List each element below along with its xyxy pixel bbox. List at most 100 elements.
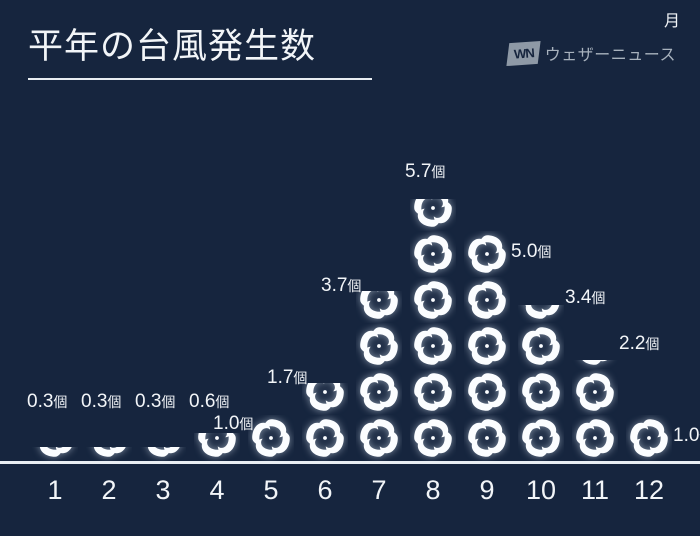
value-unit: 個 [161,394,176,410]
typhoon-icon-partial [302,369,348,415]
typhoon-icon-full [356,415,402,461]
typhoon-icon [194,433,240,461]
value-label-month-3: 0.3個 [135,391,175,413]
value-unit: 個 [591,290,606,306]
month-column-10 [514,277,568,461]
typhoon-icon-full [464,231,510,277]
icon-clip [626,415,672,461]
value-number: 5.7 [405,161,432,182]
month-column-8 [406,185,460,461]
value-number: 5.0 [511,241,538,262]
value-number: 0.3 [81,391,108,412]
value-label-month-8: 5.7個 [405,161,445,183]
typhoon-icon-full [410,231,456,277]
icon-clip [410,199,456,231]
typhoon-icon-full [572,369,618,415]
value-label-month-5: 1.0個 [213,413,253,435]
wn-logo-icon: WN [506,40,541,66]
icon-clip [356,369,402,415]
value-number: 0.3 [27,391,54,412]
value-number: 0.3 [135,391,162,412]
value-label-month-11: 2.2個 [619,333,659,355]
axis-tick-10: 10 [525,475,557,505]
typhoon-icon-full [626,415,672,461]
typhoon-icon [248,415,294,461]
value-label-month-10: 3.4個 [565,287,605,309]
typhoon-icon-partial [32,415,78,461]
typhoon-icon-full [356,323,402,369]
value-number: 2.2 [619,333,646,354]
header: 平年の台風発生数 WN ウェザーニュース [0,0,700,95]
typhoon-icon [410,323,456,369]
typhoon-icon [356,323,402,369]
icon-clip [518,305,564,323]
value-unit: 個 [215,394,230,410]
icon-clip [410,369,456,415]
typhoon-icon-full [410,277,456,323]
typhoon-icon-partial [410,185,456,231]
typhoon-icon-full [410,323,456,369]
value-unit: 個 [53,394,68,410]
typhoon-icon-full [518,415,564,461]
typhoon-icon-partial [572,323,618,369]
value-label-month-9: 5.0個 [511,241,551,263]
month-column-5 [244,415,298,461]
value-label-month-2: 0.3個 [81,391,121,413]
icon-clip [32,447,78,461]
typhoon-icon [518,323,564,369]
value-number: 1.0 [213,413,240,434]
title-underline [28,78,372,80]
axis-tick-2: 2 [101,475,117,505]
month-column-4 [190,415,244,461]
value-number: 0.6 [189,391,216,412]
icon-clip [464,231,510,277]
value-label-month-1: 0.3個 [27,391,67,413]
month-column-7 [352,277,406,461]
icon-clip [302,383,348,415]
axis-tick-12: 12 [633,475,665,505]
month-column-1 [28,415,82,461]
typhoon-icon [464,277,510,323]
axis-tick-1: 1 [47,475,63,505]
typhoon-icon [518,415,564,461]
icon-clip [410,323,456,369]
page-title: 平年の台風発生数 [28,27,317,66]
typhoon-icon-full [410,369,456,415]
typhoon-icon-partial [194,415,240,461]
value-number: 3.7 [321,275,348,296]
icon-clip [356,323,402,369]
month-column-3 [136,415,190,461]
typhoon-icon [464,231,510,277]
value-label-month-4: 0.6個 [189,391,229,413]
icon-clip [518,369,564,415]
value-label-month-12: 1.0個 [673,425,700,447]
typhoon-icon [86,447,132,461]
axis-tick-7: 7 [371,475,387,505]
value-unit: 個 [347,278,362,294]
typhoon-icon-full [464,415,510,461]
axis-tick-5: 5 [263,475,279,505]
typhoon-icon [410,277,456,323]
typhoon-icon [356,369,402,415]
month-column-2 [82,415,136,461]
brand-logo: WN ウェザーニュース [506,40,676,66]
axis-tick-8: 8 [425,475,441,505]
icon-clip [140,447,186,461]
typhoon-icon [572,369,618,415]
typhoon-icon-full [464,323,510,369]
x-axis-line [0,461,700,464]
typhoon-icon [410,199,456,231]
typhoon-icon [410,369,456,415]
icon-clip [518,323,564,369]
axis-tick-6: 6 [317,475,333,505]
typhoon-icon-partial [518,277,564,323]
value-unit: 個 [239,416,254,432]
typhoon-icon-full [410,415,456,461]
typhoon-icon [140,447,186,461]
typhoon-icon [464,369,510,415]
icon-clip [572,369,618,415]
value-unit: 個 [107,394,122,410]
typhoon-icon [518,369,564,415]
typhoon-icon [518,305,564,323]
